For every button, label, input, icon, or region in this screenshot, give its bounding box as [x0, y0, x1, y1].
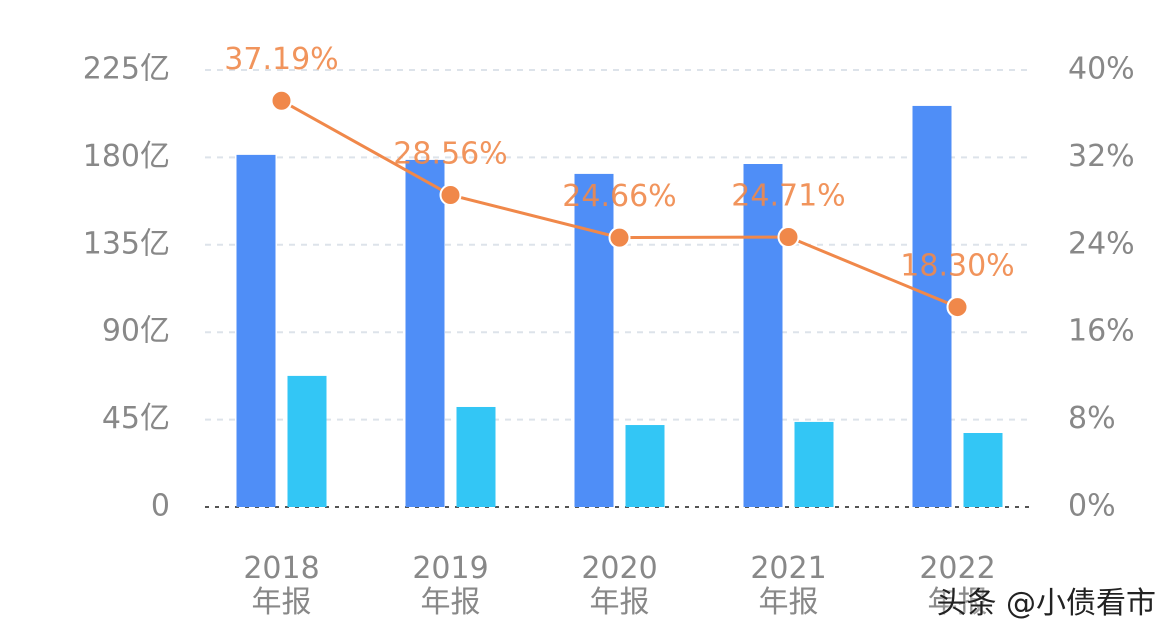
y-tick-label: 180亿 — [83, 139, 170, 174]
data-label: 24.71% — [731, 179, 845, 214]
data-label: 28.56% — [393, 136, 507, 171]
bar — [574, 173, 614, 508]
y2-tick-label: 32% — [1068, 139, 1135, 174]
line-point — [946, 296, 969, 319]
data-label: 37.19% — [224, 42, 338, 77]
line-point — [439, 183, 462, 206]
data-label: 24.66% — [562, 179, 676, 214]
data-label: 18.30% — [900, 249, 1014, 284]
x-tick-label: 2021 年报 — [750, 551, 827, 620]
y-tick-label: 135亿 — [83, 226, 170, 261]
y2-tick-label: 8% — [1068, 401, 1116, 436]
line-point — [777, 226, 800, 249]
y2-tick-label: 16% — [1068, 314, 1135, 349]
x-tick-label: 2018 年报 — [243, 551, 320, 620]
bar — [794, 421, 834, 507]
y2-tick-label: 40% — [1068, 52, 1135, 87]
line-point — [270, 89, 293, 112]
x-tick-label: 2019 年报 — [412, 551, 489, 620]
y-tick-label: 225亿 — [83, 52, 170, 87]
bar — [287, 375, 327, 507]
y2-tick-label: 24% — [1068, 226, 1135, 261]
watermark: 头条 @小债看市 — [936, 586, 1156, 621]
line-point — [608, 226, 631, 249]
x-tick-label: 2020 年报 — [581, 551, 658, 620]
y2-tick-label: 0% — [1068, 489, 1116, 524]
bar — [456, 406, 496, 507]
bar — [743, 164, 783, 508]
y-tick-label: 90亿 — [102, 314, 170, 349]
bar — [912, 105, 952, 507]
bar — [405, 159, 445, 507]
bar — [236, 154, 276, 507]
x-tick-label: 2022 年报 — [919, 551, 996, 620]
y-tick-label: 0 — [151, 489, 170, 524]
bar — [963, 433, 1003, 507]
bar — [625, 425, 665, 507]
y-tick-label: 45亿 — [102, 401, 170, 436]
